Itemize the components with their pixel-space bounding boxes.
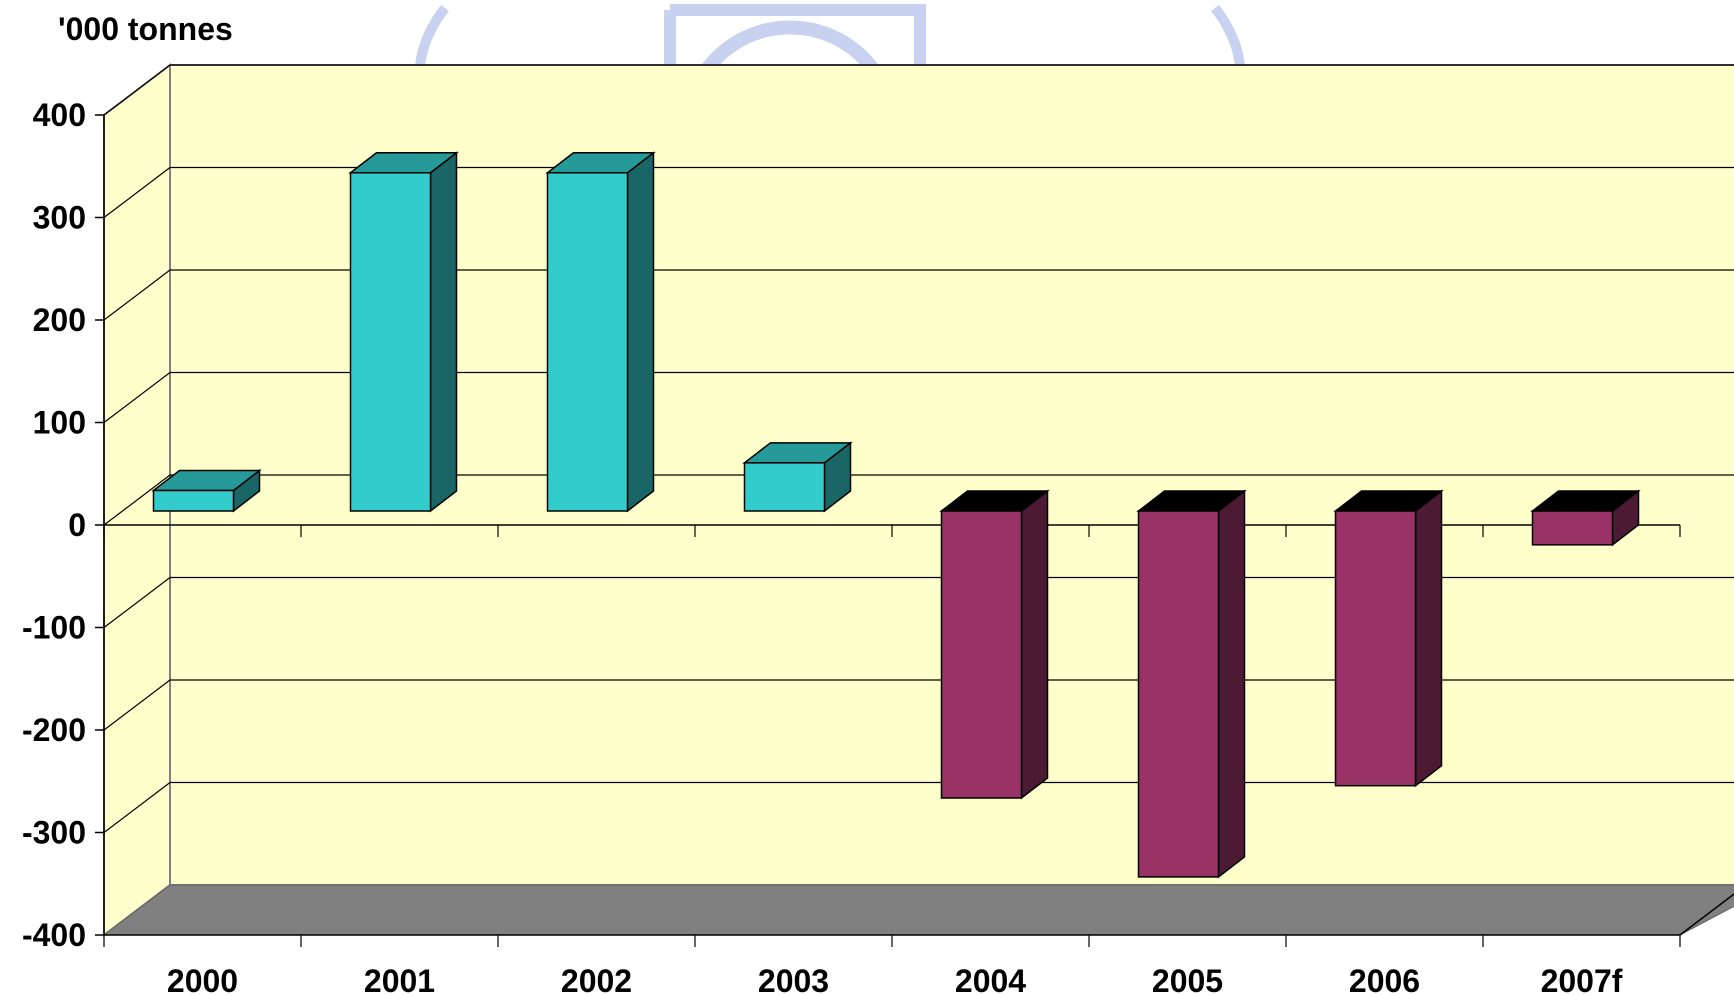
labels: '000 tonnes <box>58 11 233 47</box>
y-tick-label: 200 <box>33 302 86 338</box>
gridline-side <box>103 372 171 423</box>
gridline-side <box>103 577 171 628</box>
y-axis-unit-label: '000 tonnes <box>58 11 233 47</box>
x-tick-label: 2002 <box>561 963 632 995</box>
bar-front <box>1531 510 1614 546</box>
y-tick-label: -300 <box>22 815 86 851</box>
bar-2002 <box>545 151 656 513</box>
bar-side <box>1217 489 1246 879</box>
bar-side <box>1414 489 1443 788</box>
gridline-side <box>103 269 171 321</box>
x-tick-label: 2007f <box>1541 963 1623 995</box>
bar-side <box>626 151 655 513</box>
x-tick-label: 2006 <box>1349 963 1420 995</box>
bar-2001 <box>348 151 459 513</box>
x-tick-label: 2001 <box>364 963 435 995</box>
chart-walls <box>102 62 1734 938</box>
x-tick-label: 2005 <box>1152 963 1223 995</box>
bar-front <box>349 172 432 512</box>
bar-2007f <box>1530 489 1641 547</box>
y-tick-label: 400 <box>33 97 86 133</box>
bar-2006 <box>1333 489 1444 788</box>
bar-front <box>546 172 629 512</box>
bars <box>151 151 1641 879</box>
gridline-side <box>103 64 171 116</box>
gridline-side <box>103 679 171 731</box>
bar-front <box>1137 510 1220 878</box>
y-tick-label: 0 <box>68 507 86 543</box>
x-tick-label: 2004 <box>955 963 1026 995</box>
x-tick-label: 2003 <box>758 963 829 995</box>
watermark-arc <box>693 20 887 84</box>
y-tick-label: -200 <box>22 712 86 748</box>
bar-2003 <box>742 441 853 513</box>
y-tick-label: 100 <box>33 405 86 441</box>
gridline-side <box>103 167 171 218</box>
bar-side <box>1020 489 1049 800</box>
y-tick-label: -100 <box>22 610 86 646</box>
bar-2000 <box>151 468 262 513</box>
gridline-side <box>103 474 171 526</box>
gridline-side <box>103 782 171 833</box>
x-tick-label: 2000 <box>167 963 238 995</box>
y-tick-label: 300 <box>33 200 86 236</box>
bar-front <box>940 510 1023 799</box>
axes: 400 300 200 100 0 -100 -200 -300 -400 2000 2001 200… <box>22 97 1734 995</box>
bar-side <box>429 151 458 513</box>
y-tick-label: -400 <box>22 917 86 953</box>
floor-right-edge <box>1679 893 1734 936</box>
bar-2005 <box>1136 489 1247 879</box>
bar-front <box>1334 510 1417 787</box>
bar-front <box>152 489 235 512</box>
watermark-emblem <box>664 4 926 70</box>
bar-front <box>743 462 826 512</box>
chart-floor <box>102 884 1734 936</box>
bar-2004 <box>939 489 1050 800</box>
